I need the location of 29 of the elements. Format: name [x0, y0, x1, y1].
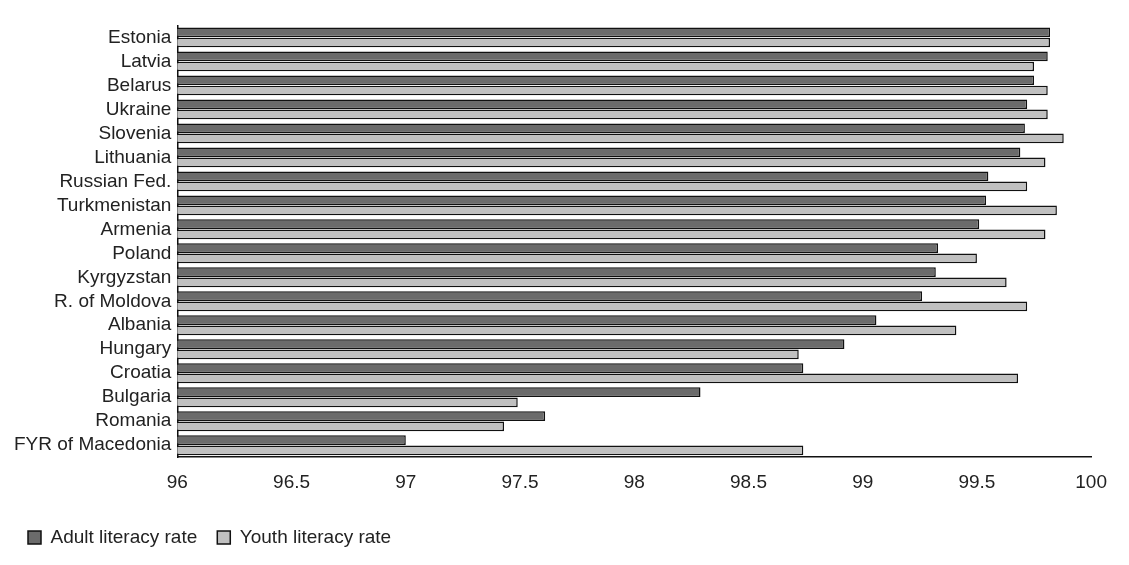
x-tick-label: 97 — [395, 470, 417, 492]
y-tick-label: Belarus — [106, 73, 172, 95]
x-tick-label: 96.5 — [273, 470, 311, 492]
y-tick-label: Ukraine — [105, 97, 172, 119]
y-tick-label: Albania — [107, 313, 172, 335]
y-tick-label: Hungary — [99, 337, 172, 359]
y-tick-label: Croatia — [110, 361, 172, 383]
y-tick-label: Estonia — [107, 25, 172, 47]
y-tick-label: FYR of Macedonia — [13, 433, 172, 455]
y-tick-label: R. of Moldova — [54, 289, 172, 311]
x-tick-label: 98.5 — [729, 470, 767, 492]
y-tick-label: Latvia — [120, 49, 172, 71]
y-tick-label: Turkmenistan — [56, 193, 172, 215]
x-tick-label: 99.5 — [958, 470, 996, 492]
y-tick-label: Slovenia — [98, 121, 172, 143]
y-tick-label: Kyrgyzstan — [77, 265, 172, 287]
x-tick-label: 100 — [1075, 470, 1107, 492]
y-tick-label: Armenia — [100, 217, 172, 239]
y-tick-label: Romania — [95, 409, 172, 431]
x-tick-label: 96 — [166, 470, 188, 492]
x-tick-label: 98 — [623, 470, 645, 492]
y-tick-label: Bulgaria — [101, 385, 172, 407]
legend-label: Youth literacy rate — [239, 525, 392, 547]
y-tick-label: Poland — [112, 241, 172, 263]
x-tick-label: 97.5 — [501, 470, 539, 492]
legend-label: Adult literacy rate — [50, 525, 198, 547]
y-tick-label: Lithuania — [94, 145, 172, 167]
y-tick-label: Russian Fed. — [59, 169, 172, 191]
x-tick-label: 99 — [852, 470, 874, 492]
